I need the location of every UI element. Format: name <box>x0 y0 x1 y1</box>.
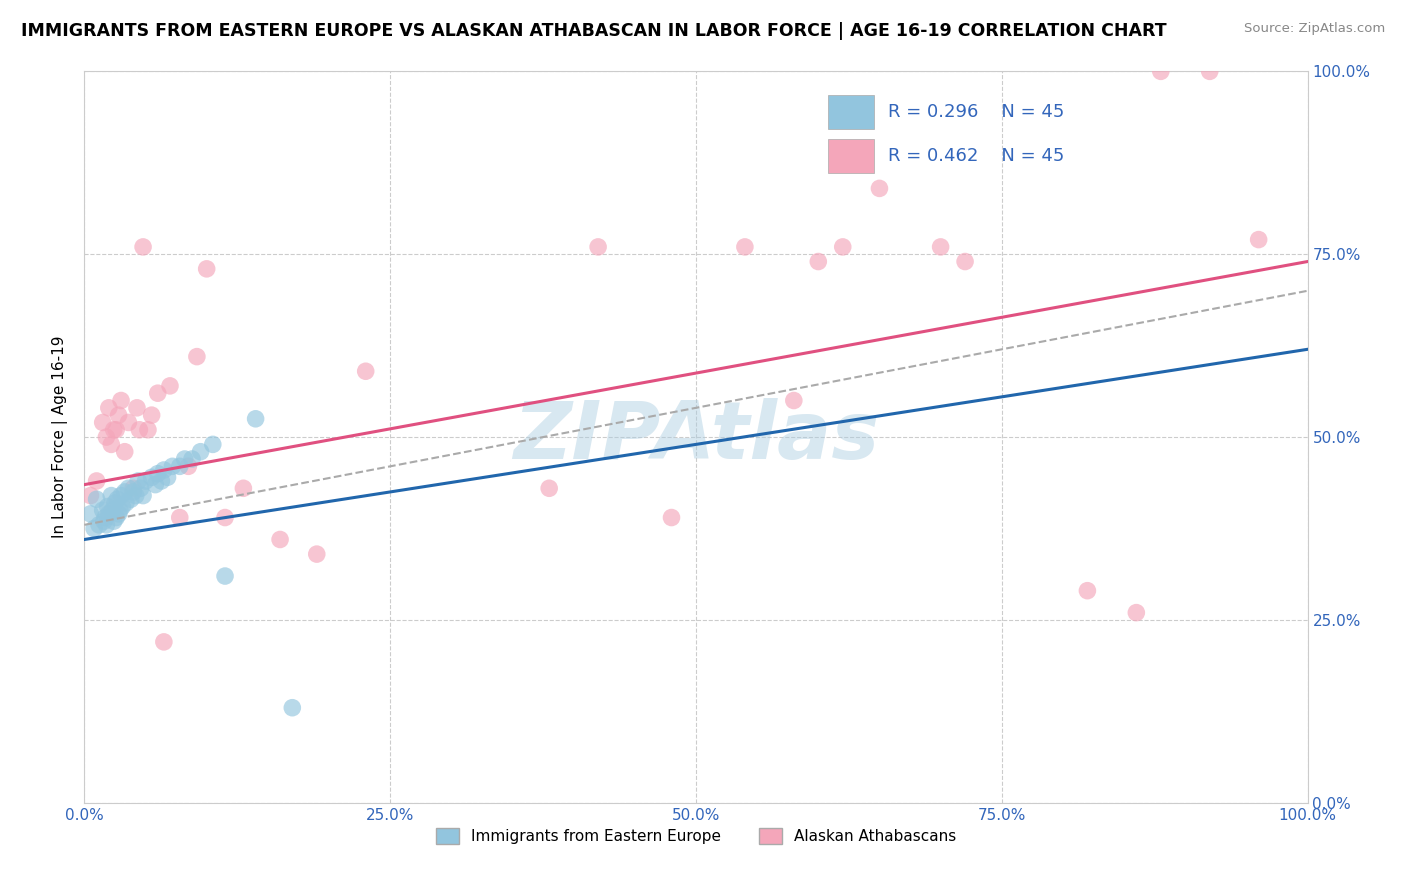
Point <box>269 533 291 547</box>
Point <box>83 521 105 535</box>
Point <box>91 416 114 430</box>
Point <box>96 517 118 532</box>
Point <box>104 496 127 510</box>
Point <box>105 423 128 437</box>
Point <box>159 379 181 393</box>
Point <box>111 500 134 514</box>
Point <box>177 459 200 474</box>
Point <box>115 496 138 510</box>
Point <box>807 254 830 268</box>
Point <box>101 503 124 517</box>
Point <box>120 492 142 507</box>
Point <box>232 481 254 495</box>
Point <box>1198 64 1220 78</box>
Point <box>146 467 169 481</box>
Point <box>538 481 561 495</box>
Point <box>929 240 952 254</box>
Point <box>305 547 328 561</box>
Point <box>141 470 163 484</box>
Point <box>150 474 173 488</box>
Point <box>153 463 176 477</box>
Point <box>1247 233 1270 247</box>
Point <box>181 452 204 467</box>
Point <box>97 401 120 415</box>
Point <box>869 181 891 195</box>
Point <box>128 423 150 437</box>
Point <box>100 437 122 451</box>
Point <box>173 452 195 467</box>
Point <box>132 489 155 503</box>
Point <box>110 393 132 408</box>
Point <box>122 485 145 500</box>
Point <box>79 489 101 503</box>
Point <box>97 500 120 514</box>
Point <box>201 437 224 451</box>
Point <box>96 430 118 444</box>
Point <box>586 240 609 254</box>
Point <box>114 444 136 458</box>
Point <box>354 364 377 378</box>
Point <box>79 507 101 521</box>
Point <box>97 507 120 521</box>
Y-axis label: In Labor Force | Age 16-19: In Labor Force | Age 16-19 <box>52 335 69 539</box>
Text: IMMIGRANTS FROM EASTERN EUROPE VS ALASKAN ATHABASCAN IN LABOR FORCE | AGE 16-19 : IMMIGRANTS FROM EASTERN EUROPE VS ALASKA… <box>21 22 1167 40</box>
Point <box>186 350 208 364</box>
Point <box>110 489 132 503</box>
Point <box>783 393 806 408</box>
Point <box>661 510 683 524</box>
Point <box>214 569 236 583</box>
Point <box>86 492 108 507</box>
Point <box>141 408 163 422</box>
Point <box>831 240 853 254</box>
Point <box>103 514 125 528</box>
Text: ZIPAtlas: ZIPAtlas <box>513 398 879 476</box>
Point <box>125 489 148 503</box>
Point <box>734 240 756 254</box>
Point <box>100 489 122 503</box>
Point <box>122 481 145 495</box>
Point <box>156 470 179 484</box>
Point <box>129 481 152 495</box>
Point <box>214 510 236 524</box>
Point <box>1076 583 1098 598</box>
Point <box>105 510 128 524</box>
Point <box>127 474 149 488</box>
Point <box>136 423 159 437</box>
Point <box>125 401 148 415</box>
Point <box>107 408 129 422</box>
Point <box>107 507 129 521</box>
Point <box>117 481 139 495</box>
Point <box>143 477 166 491</box>
Point <box>1150 64 1173 78</box>
Point <box>117 416 139 430</box>
Point <box>146 386 169 401</box>
Point <box>169 459 191 474</box>
Point <box>87 517 110 532</box>
Point <box>135 474 157 488</box>
Point <box>94 510 117 524</box>
Point <box>190 444 212 458</box>
Point <box>132 240 155 254</box>
Point <box>93 514 115 528</box>
Point <box>195 261 218 276</box>
Legend: Immigrants from Eastern Europe, Alaskan Athabascans: Immigrants from Eastern Europe, Alaskan … <box>429 822 963 850</box>
Point <box>162 459 184 474</box>
Text: Source: ZipAtlas.com: Source: ZipAtlas.com <box>1244 22 1385 36</box>
Point <box>953 254 976 268</box>
Point <box>91 503 114 517</box>
Point <box>86 474 108 488</box>
Point <box>105 492 128 507</box>
Point <box>153 635 176 649</box>
Point <box>245 412 267 426</box>
Point <box>108 503 131 517</box>
Point <box>103 423 125 437</box>
Point <box>1125 606 1147 620</box>
Point <box>281 700 304 714</box>
Point <box>169 510 191 524</box>
Point <box>114 485 136 500</box>
